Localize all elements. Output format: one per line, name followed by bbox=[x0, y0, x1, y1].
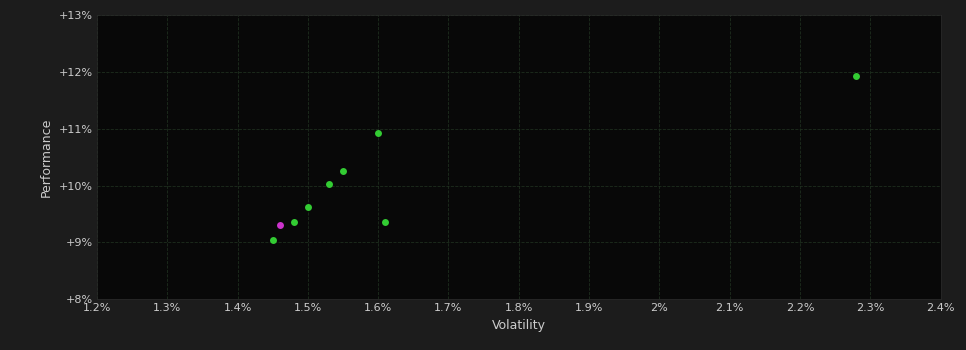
Point bbox=[848, 73, 864, 79]
Point bbox=[272, 223, 288, 228]
Point bbox=[300, 204, 316, 209]
Y-axis label: Performance: Performance bbox=[41, 118, 53, 197]
Point bbox=[286, 220, 301, 225]
Point bbox=[322, 181, 337, 187]
Point bbox=[378, 220, 393, 225]
Point bbox=[370, 130, 385, 135]
X-axis label: Volatility: Volatility bbox=[492, 319, 546, 332]
Point bbox=[265, 237, 280, 242]
Point bbox=[335, 169, 351, 174]
